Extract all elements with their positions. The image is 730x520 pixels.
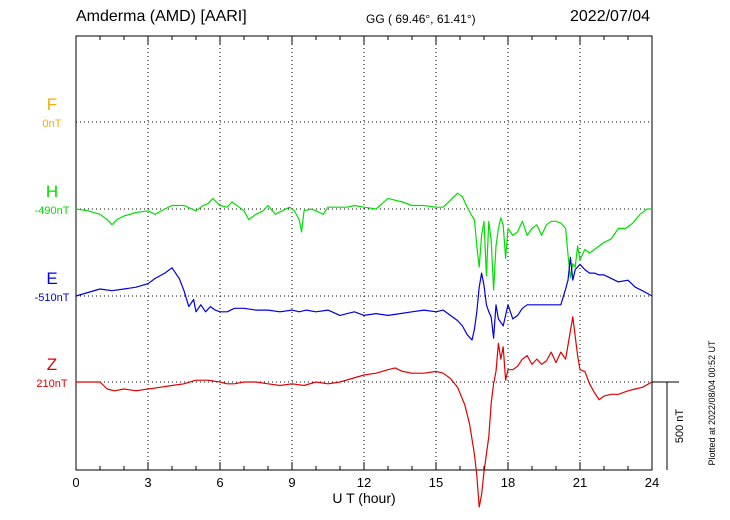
series-baseline-f: 0nT	[43, 118, 62, 130]
series-labels: F 0nT H -490nT E -510nT Z 210nT	[35, 95, 70, 390]
scale-bar: 500 nT	[652, 381, 686, 470]
station-title: Amderma (AMD) [AARI]	[76, 8, 247, 25]
x-axis-ticks: 0 3 6 9 12 15 18 21 24	[72, 36, 659, 490]
x-tick-label: 24	[645, 475, 659, 490]
series-baseline-h: -490nT	[35, 205, 70, 217]
scale-bar-label: 500 nT	[674, 409, 686, 444]
series-line-e	[75, 256, 653, 341]
grid-lines	[76, 36, 652, 470]
series-layer	[75, 192, 653, 508]
series-name-z: Z	[47, 355, 57, 374]
series-name-e: E	[46, 269, 57, 288]
series-line-z	[76, 316, 653, 508]
x-tick-label: 3	[144, 475, 151, 490]
x-axis-label: U T (hour)	[332, 490, 395, 506]
x-tick-label: 9	[288, 475, 295, 490]
series-line-h	[75, 192, 652, 291]
series-name-h: H	[46, 182, 58, 201]
series-baseline-e: -510nT	[35, 292, 70, 304]
plotted-timestamp: Plotted at 2022/08/04 00:52 UT	[707, 340, 717, 466]
x-tick-label: 21	[573, 475, 587, 490]
x-tick-label: 15	[429, 475, 443, 490]
series-name-f: F	[47, 95, 57, 114]
geographic-coords: GG ( 69.46°, 61.41°)	[366, 12, 476, 26]
x-tick-label: 18	[501, 475, 515, 490]
x-tick-label: 0	[72, 475, 79, 490]
x-tick-label: 12	[357, 475, 371, 490]
plot-date: 2022/07/04	[570, 8, 651, 25]
series-baseline-z: 210nT	[36, 378, 67, 390]
x-tick-label: 6	[216, 475, 223, 490]
